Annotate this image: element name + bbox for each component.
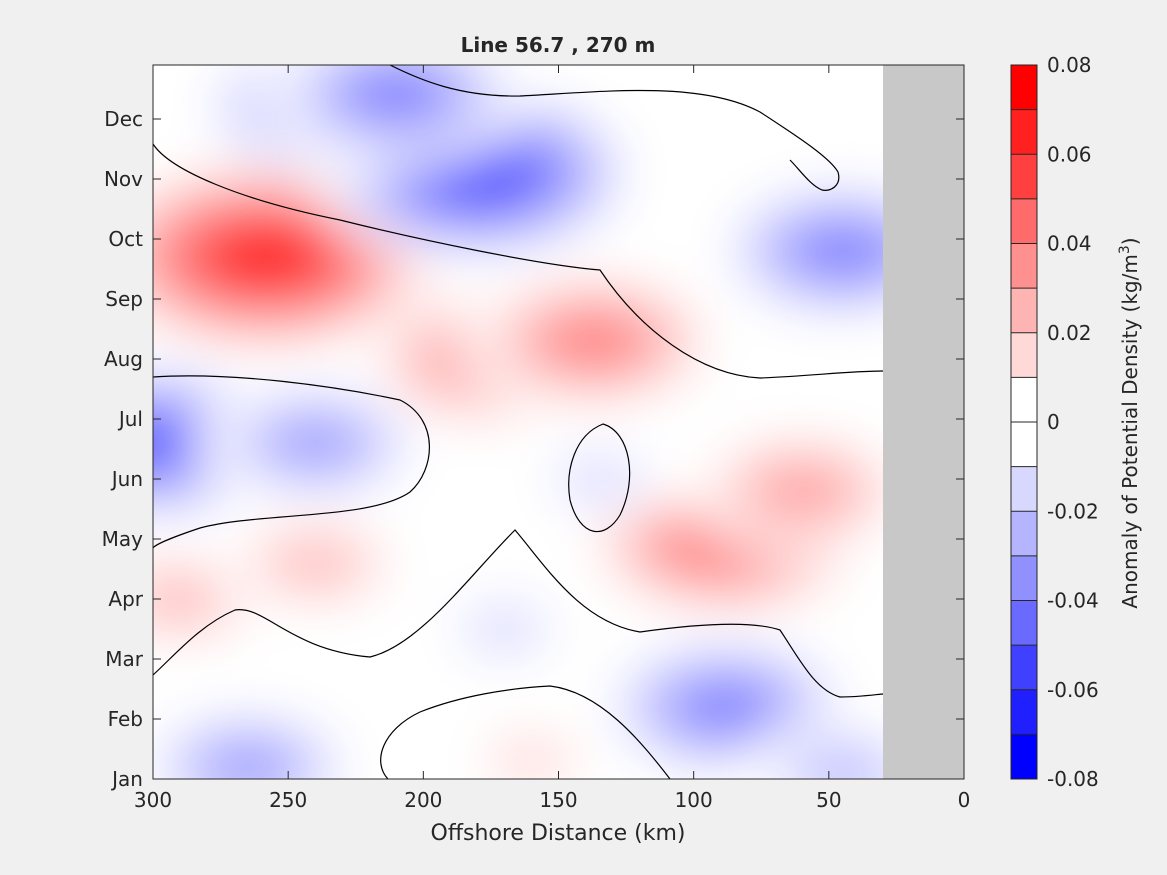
colorbar-tick-label: 0.06 <box>1047 142 1092 166</box>
x-tick-label: 250 <box>269 788 307 812</box>
zero-contour-line <box>153 375 430 549</box>
colorbar-swatch <box>1011 734 1037 780</box>
anomaly-feature <box>815 236 870 266</box>
anomaly-feature <box>566 326 621 356</box>
colorbar-label: Anomaly of Potential Density (kg/m3) <box>1117 237 1142 608</box>
y-tick-label: Aug <box>104 347 143 371</box>
y-tick-label: Jul <box>117 407 143 431</box>
colorbar-tick-label: 0.04 <box>1047 232 1092 256</box>
colorbar-swatch <box>1011 422 1037 468</box>
x-axis: 300 250 200 150 100 50 0 <box>134 65 970 812</box>
zero-contour-line <box>568 423 631 533</box>
chart-title: Line 56.7 , 270 m <box>461 33 656 57</box>
colorbar-swatch <box>1011 198 1037 244</box>
x-tick-label: 200 <box>404 788 442 812</box>
x-tick-label: 50 <box>816 788 841 812</box>
zero-contour-line <box>380 685 671 779</box>
anomaly-feature <box>555 456 643 502</box>
colorbar-swatch <box>1011 288 1037 334</box>
y-tick-label: Mar <box>105 647 144 671</box>
y-tick-label: Apr <box>108 587 143 611</box>
colorbar-swatch <box>1011 600 1037 646</box>
anomaly-feature <box>153 429 179 457</box>
colorbar: 0.08 0.06 0.04 0.02 0 -0.02 -0.04 -0.06 -0.08 <box>1010 53 1099 791</box>
y-tick-label: May <box>102 527 144 551</box>
colorbar-swatch <box>1011 555 1037 601</box>
y-tick-label: Jan <box>110 767 143 791</box>
zero-contour-line <box>153 529 884 698</box>
colorbar-tick-label: 0.02 <box>1047 321 1092 345</box>
anomaly-feature <box>453 160 502 186</box>
anomaly-feature <box>808 754 877 779</box>
x-tick-label: 300 <box>134 788 172 812</box>
anomaly-feature <box>217 751 278 779</box>
colorbar-swatch <box>1011 689 1037 735</box>
colorbar-tick-label: -0.08 <box>1047 767 1099 791</box>
colorbar-tick-label: -0.06 <box>1047 678 1099 702</box>
no-data-region <box>883 65 964 779</box>
anomaly-feature <box>460 606 548 652</box>
colorbar-swatch <box>1011 377 1037 423</box>
anomaly-feature <box>772 475 832 507</box>
y-tick-label: Feb <box>108 707 143 731</box>
y-tick-label: Dec <box>104 107 143 131</box>
colorbar-tick-label: -0.04 <box>1047 589 1099 613</box>
colorbar-swatch <box>1011 243 1037 289</box>
colorbar-tick-label: 0.08 <box>1047 53 1092 77</box>
y-tick-label: Jun <box>110 467 143 491</box>
y-axis: Jan Feb Mar Apr May Jun Jul Aug Sep Oct Nov Dec <box>102 107 964 791</box>
x-tick-label: 150 <box>539 788 577 812</box>
anomaly-feature <box>487 738 575 779</box>
x-tick-label: 100 <box>675 788 713 812</box>
colorbar-swatch <box>1011 511 1037 557</box>
colorbar-swatch <box>1011 332 1037 378</box>
colorbar-tick-label: -0.02 <box>1047 499 1099 523</box>
y-tick-label: Oct <box>108 227 143 251</box>
x-axis-label: Offshore Distance (km) <box>431 821 686 846</box>
colorbar-swatch <box>1011 65 1037 111</box>
zero-contour-line <box>389 65 840 191</box>
x-tick-label: 0 <box>958 788 971 812</box>
anomaly-feature <box>369 80 424 110</box>
y-tick-label: Nov <box>104 167 143 191</box>
colorbar-swatch <box>1011 466 1037 512</box>
anomaly-field <box>153 65 964 779</box>
zero-contours <box>153 65 884 779</box>
anomaly-feature <box>699 692 754 722</box>
colorbar-swatch <box>1011 154 1037 200</box>
anomaly-feature <box>280 544 350 582</box>
anomaly-feature <box>285 427 345 459</box>
colorbar-swatch <box>1011 109 1037 155</box>
colorbar-swatch <box>1011 645 1037 691</box>
colorbar-tick-label: 0 <box>1047 410 1060 434</box>
colorbar-frame <box>1010 64 1038 780</box>
y-tick-label: Sep <box>105 287 143 311</box>
zero-contour-line <box>153 143 884 379</box>
anomaly-feature <box>153 580 215 618</box>
anomaly-feature <box>243 244 290 270</box>
